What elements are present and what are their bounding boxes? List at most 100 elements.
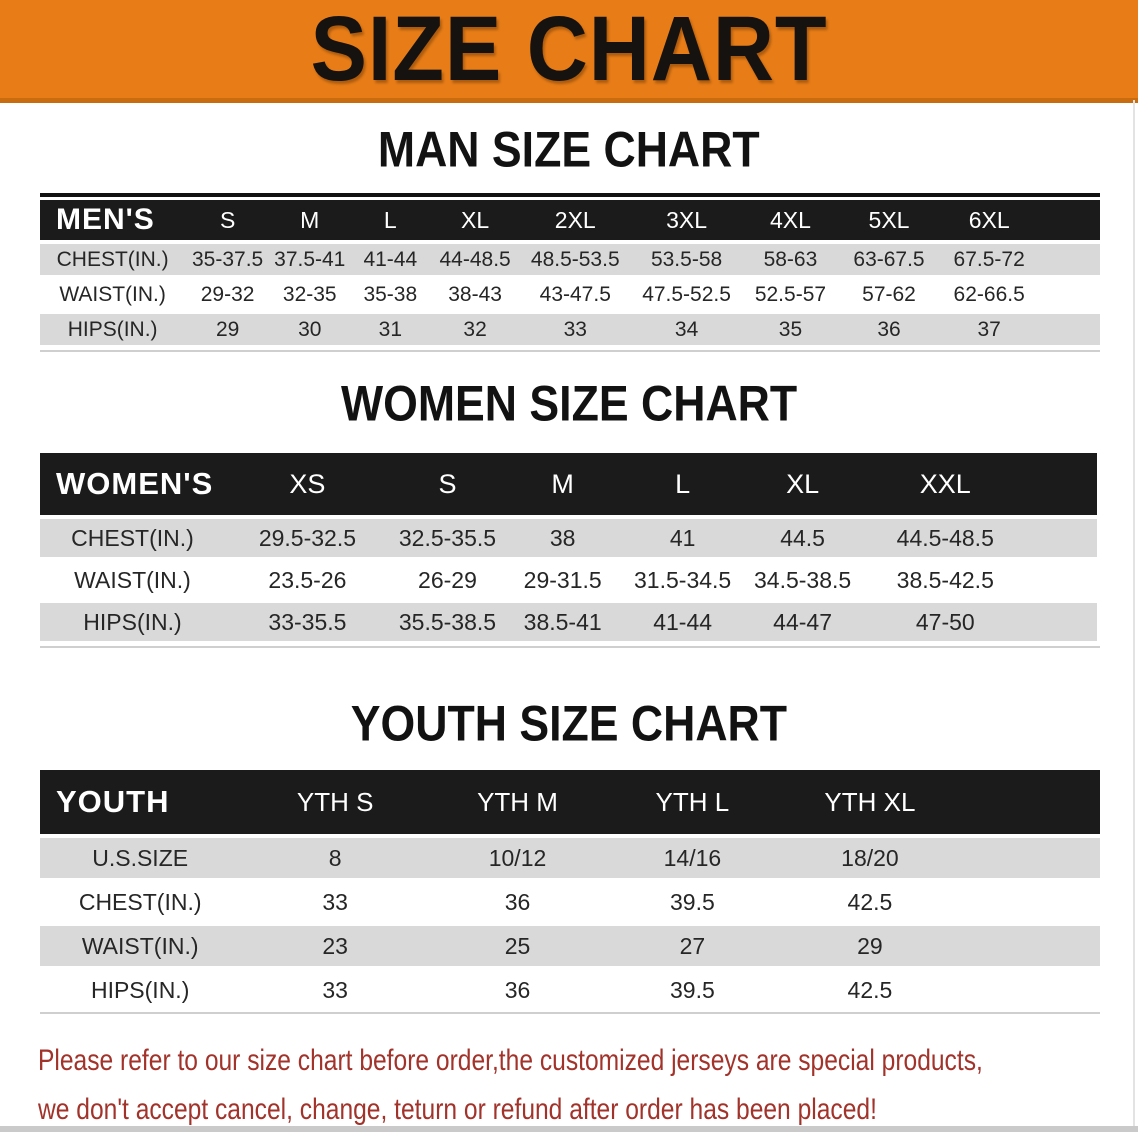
spacer-cell xyxy=(1030,561,1097,599)
value-cell: 33 xyxy=(519,314,632,345)
value-cell: 47-50 xyxy=(860,603,1031,641)
women-size-col: XXL xyxy=(860,453,1031,515)
row-label: WAIST(IN.) xyxy=(40,279,186,310)
youth-size-col: YTH S xyxy=(240,770,431,834)
value-cell: 36 xyxy=(430,882,605,922)
value-cell: 27 xyxy=(604,926,780,966)
men-waist-row: WAIST(IN.) 29-32 32-35 35-38 38-43 43-47… xyxy=(40,279,1100,310)
value-cell: 35.5-38.5 xyxy=(389,603,506,641)
value-cell: 10/12 xyxy=(430,838,605,878)
value-cell: 31.5-34.5 xyxy=(620,561,745,599)
women-section-title-text: WOMEN SIZE CHART xyxy=(340,374,798,432)
spacer-cell xyxy=(1039,279,1100,310)
value-cell: 37 xyxy=(938,314,1040,345)
youth-table: YOUTH YTH S YTH M YTH L YTH XL U.S.SIZE … xyxy=(40,766,1100,1014)
spacer-cell xyxy=(1030,519,1097,557)
women-hips-row: HIPS(IN.) 33-35.5 35.5-38.5 38.5-41 41-4… xyxy=(40,603,1097,641)
youth-hips-row: HIPS(IN.) 33 36 39.5 42.5 xyxy=(40,970,1100,1010)
value-cell: 42.5 xyxy=(779,882,961,922)
spacer-cell xyxy=(1039,200,1100,240)
women-table: WOMEN'S XS S M L XL XXL CHEST(IN.) 29.5-… xyxy=(40,449,1097,645)
value-cell: 39.5 xyxy=(604,970,780,1010)
man-section-title-text: MAN SIZE CHART xyxy=(378,120,760,178)
men-header-row: MEN'S S M L XL 2XL 3XL 4XL 5XL 6XL xyxy=(40,200,1100,240)
youth-size-col: YTH L xyxy=(604,770,780,834)
value-cell: 32-35 xyxy=(270,279,350,310)
youth-section-title: YOUTH SIZE CHART xyxy=(0,694,1138,752)
value-cell: 25 xyxy=(430,926,605,966)
men-size-col: XL xyxy=(431,200,520,240)
value-cell: 33 xyxy=(240,882,431,922)
row-label: WAIST(IN.) xyxy=(40,926,241,966)
women-size-col: S xyxy=(389,453,506,515)
value-cell: 63-67.5 xyxy=(839,244,939,275)
value-cell: 29 xyxy=(779,926,961,966)
value-cell: 41-44 xyxy=(620,603,745,641)
row-label: CHEST(IN.) xyxy=(40,882,241,922)
row-label: U.S.SIZE xyxy=(40,838,241,878)
women-size-col: M xyxy=(505,453,621,515)
value-cell: 33-35.5 xyxy=(224,603,390,641)
value-cell: 29-32 xyxy=(185,279,271,310)
women-header-label: WOMEN'S xyxy=(40,453,225,515)
value-cell: 44.5 xyxy=(744,519,861,557)
value-cell: 35 xyxy=(741,314,840,345)
value-cell: 39.5 xyxy=(604,882,780,922)
women-header-row: WOMEN'S XS S M L XL XXL xyxy=(40,453,1097,515)
women-table-bottom-rule xyxy=(40,646,1100,648)
value-cell: 58-63 xyxy=(741,244,840,275)
value-cell: 23.5-26 xyxy=(224,561,390,599)
men-size-col: 3XL xyxy=(631,200,742,240)
youth-size-col: YTH M xyxy=(430,770,605,834)
value-cell: 44-47 xyxy=(744,603,861,641)
value-cell: 18/20 xyxy=(779,838,961,878)
men-table-top-rule xyxy=(40,193,1100,197)
men-table: MEN'S S M L XL 2XL 3XL 4XL 5XL 6XL CHEST… xyxy=(40,196,1100,349)
value-cell: 37.5-41 xyxy=(270,244,350,275)
spacer-cell xyxy=(1030,453,1097,515)
spacer-cell xyxy=(960,970,1100,1010)
men-size-col: M xyxy=(270,200,350,240)
value-cell: 29 xyxy=(185,314,271,345)
row-label: CHEST(IN.) xyxy=(40,244,186,275)
youth-header-row: YOUTH YTH S YTH M YTH L YTH XL xyxy=(40,770,1100,834)
youth-header-label: YOUTH xyxy=(40,770,241,834)
men-size-col: 6XL xyxy=(938,200,1040,240)
men-chest-row: CHEST(IN.) 35-37.5 37.5-41 41-44 44-48.5… xyxy=(40,244,1100,275)
women-waist-row: WAIST(IN.) 23.5-26 26-29 29-31.5 31.5-34… xyxy=(40,561,1097,599)
spacer-cell xyxy=(960,882,1100,922)
row-label: CHEST(IN.) xyxy=(40,519,225,557)
value-cell: 67.5-72 xyxy=(938,244,1040,275)
value-cell: 34.5-38.5 xyxy=(744,561,861,599)
value-cell: 42.5 xyxy=(779,970,961,1010)
value-cell: 31 xyxy=(349,314,432,345)
value-cell: 41 xyxy=(620,519,745,557)
value-cell: 35-38 xyxy=(349,279,432,310)
value-cell: 32.5-35.5 xyxy=(389,519,506,557)
youth-waist-row: WAIST(IN.) 23 25 27 29 xyxy=(40,926,1100,966)
value-cell: 44.5-48.5 xyxy=(860,519,1031,557)
value-cell: 36 xyxy=(839,314,939,345)
value-cell: 30 xyxy=(270,314,350,345)
value-cell: 36 xyxy=(430,970,605,1010)
value-cell: 14/16 xyxy=(604,838,780,878)
women-section-title: WOMEN SIZE CHART xyxy=(0,374,1138,432)
value-cell: 43-47.5 xyxy=(519,279,632,310)
value-cell: 52.5-57 xyxy=(741,279,840,310)
row-label: HIPS(IN.) xyxy=(40,314,186,345)
value-cell: 53.5-58 xyxy=(631,244,742,275)
spacer-cell xyxy=(1039,244,1100,275)
value-cell: 47.5-52.5 xyxy=(631,279,742,310)
spacer-cell xyxy=(960,926,1100,966)
value-cell: 38 xyxy=(505,519,621,557)
youth-table-bottom-rule xyxy=(40,1012,1100,1014)
value-cell: 38.5-42.5 xyxy=(860,561,1031,599)
value-cell: 48.5-53.5 xyxy=(519,244,632,275)
men-size-col: 4XL xyxy=(741,200,840,240)
disclaimer-line-1: Please refer to our size chart before or… xyxy=(38,1044,983,1077)
youth-section-title-text: YOUTH SIZE CHART xyxy=(350,694,788,752)
value-cell: 33 xyxy=(240,970,431,1010)
value-cell: 41-44 xyxy=(349,244,432,275)
women-size-col: L xyxy=(620,453,745,515)
